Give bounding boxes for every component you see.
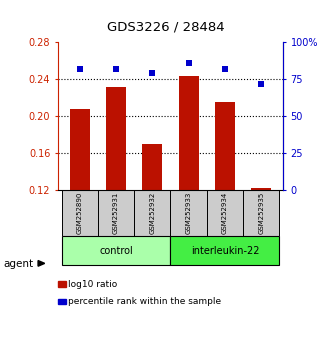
Polygon shape: [58, 281, 66, 287]
Bar: [170, 190, 207, 236]
Bar: [62, 190, 98, 236]
Bar: [134, 190, 170, 236]
Bar: [70, 109, 90, 190]
Bar: [170, 236, 279, 266]
Text: GSM252931: GSM252931: [113, 192, 119, 234]
Text: GSM252935: GSM252935: [258, 192, 264, 234]
Bar: [179, 76, 199, 190]
Text: GSM252932: GSM252932: [149, 192, 155, 234]
Point: [222, 66, 228, 72]
Text: GSM252934: GSM252934: [222, 192, 228, 234]
Text: agent: agent: [3, 259, 33, 269]
Text: percentile rank within the sample: percentile rank within the sample: [68, 297, 221, 307]
Text: log10 ratio: log10 ratio: [68, 280, 117, 289]
Text: GDS3226 / 28484: GDS3226 / 28484: [107, 21, 224, 34]
Point: [259, 81, 264, 86]
Point: [150, 70, 155, 76]
Polygon shape: [58, 299, 66, 304]
Bar: [62, 236, 170, 266]
Text: control: control: [99, 246, 133, 256]
Bar: [251, 188, 271, 190]
Point: [186, 60, 191, 66]
Polygon shape: [38, 261, 45, 266]
Text: GSM252933: GSM252933: [186, 192, 192, 234]
Point: [113, 66, 118, 72]
Bar: [106, 87, 126, 190]
Bar: [207, 190, 243, 236]
Point: [77, 66, 82, 72]
Bar: [98, 190, 134, 236]
Bar: [142, 144, 162, 190]
Bar: [243, 190, 279, 236]
Bar: [215, 102, 235, 190]
Text: GSM252890: GSM252890: [77, 192, 83, 234]
Text: interleukin-22: interleukin-22: [191, 246, 259, 256]
